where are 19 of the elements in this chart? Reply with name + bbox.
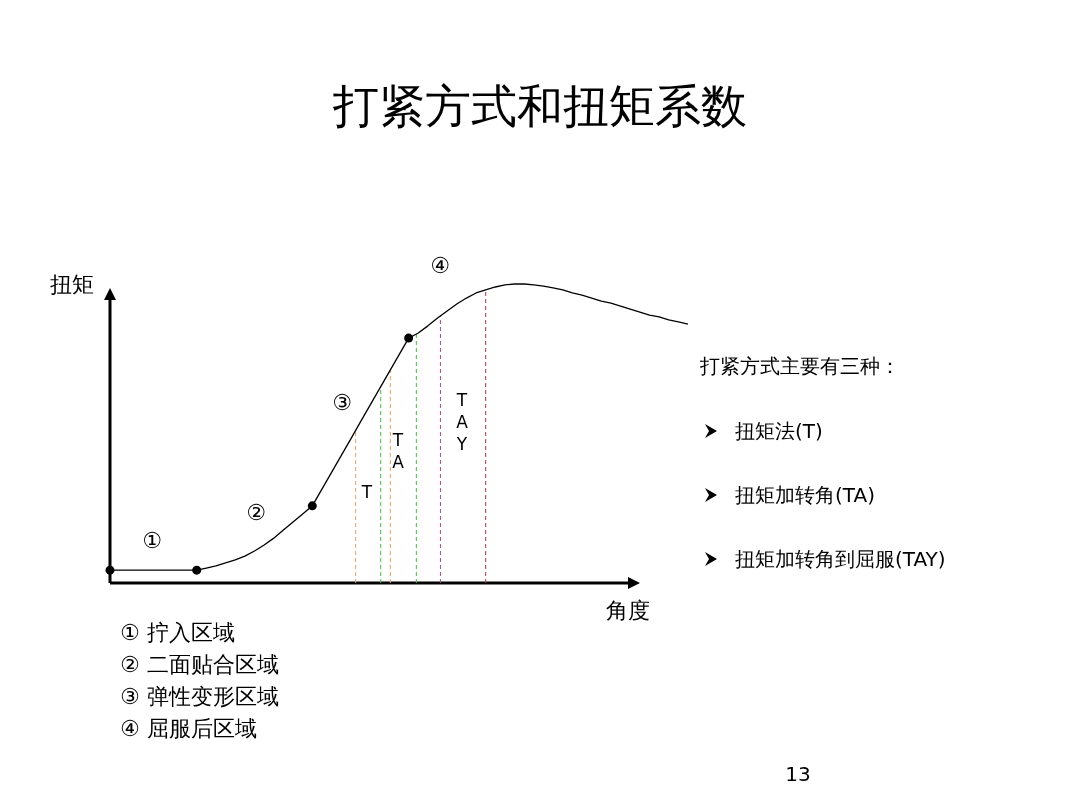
annotation: ② xyxy=(246,500,266,525)
annotation: ③ xyxy=(332,390,352,415)
text: 13 xyxy=(785,762,811,786)
annotation: TA xyxy=(391,430,405,473)
text: ④ 屈服后区域 xyxy=(120,716,257,741)
x-axis-title: 角度 xyxy=(606,598,650,623)
annotation: T xyxy=(360,482,373,502)
text: ③ 弹性变形区域 xyxy=(120,684,279,709)
text: ① 拧入区域 xyxy=(120,620,235,645)
y-axis-title: 扭矩 xyxy=(50,272,94,297)
annotation: ① xyxy=(142,528,162,553)
text: 扭矩法(T) xyxy=(735,419,823,443)
text: 打紧方式主要有三种： xyxy=(699,354,900,378)
text: ④ xyxy=(430,253,450,278)
text: 扭矩加转角到屈服(TAY) xyxy=(735,547,946,571)
text: ② 二面贴合区域 xyxy=(120,652,279,677)
chart-title: 打紧方式和扭矩系数 xyxy=(332,79,747,133)
text: 扭矩加转角(TA) xyxy=(735,483,875,507)
annotation: TAY xyxy=(455,390,469,455)
